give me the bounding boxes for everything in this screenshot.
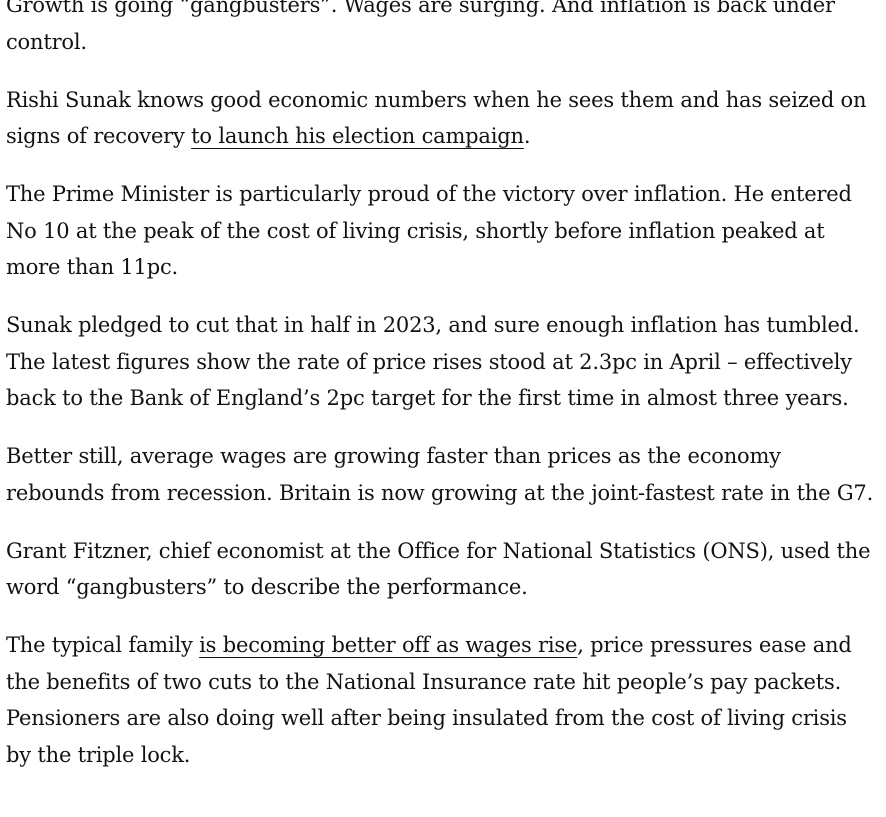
paragraph-ons: Grant Fitzner, chief economist at the Of…: [6, 538, 871, 600]
paragraph-family-text-before: The typical family: [6, 633, 200, 657]
paragraph-typical-family: The typical family is becoming better of…: [6, 627, 876, 773]
paragraph-wages: Better still, average wages are growing …: [6, 444, 874, 505]
paragraph-sunak-text-after: .: [523, 124, 531, 148]
better-off-wages-link[interactable]: is becoming better off as wages rise: [199, 633, 578, 657]
paragraph-inflation-pledge: Sunak pledged to cut that in half in 202…: [6, 313, 860, 410]
paragraph-sunak: Rishi Sunak knows good economic numbers …: [6, 82, 876, 155]
paragraph-prime-minister: The Prime Minister is particularly proud…: [6, 182, 852, 279]
article-body: Growth is going “gangbusters”. Wages are…: [6, 0, 876, 795]
paragraph-sunak-text-before: Rishi Sunak knows good economic numbers …: [6, 87, 867, 149]
paragraph-family-text-after: , price pressures ease and the benefits …: [6, 633, 852, 767]
election-campaign-link[interactable]: to launch his election campaign: [191, 124, 524, 148]
paragraph-growth: Growth is going “gangbusters”. Wages are…: [6, 0, 835, 54]
